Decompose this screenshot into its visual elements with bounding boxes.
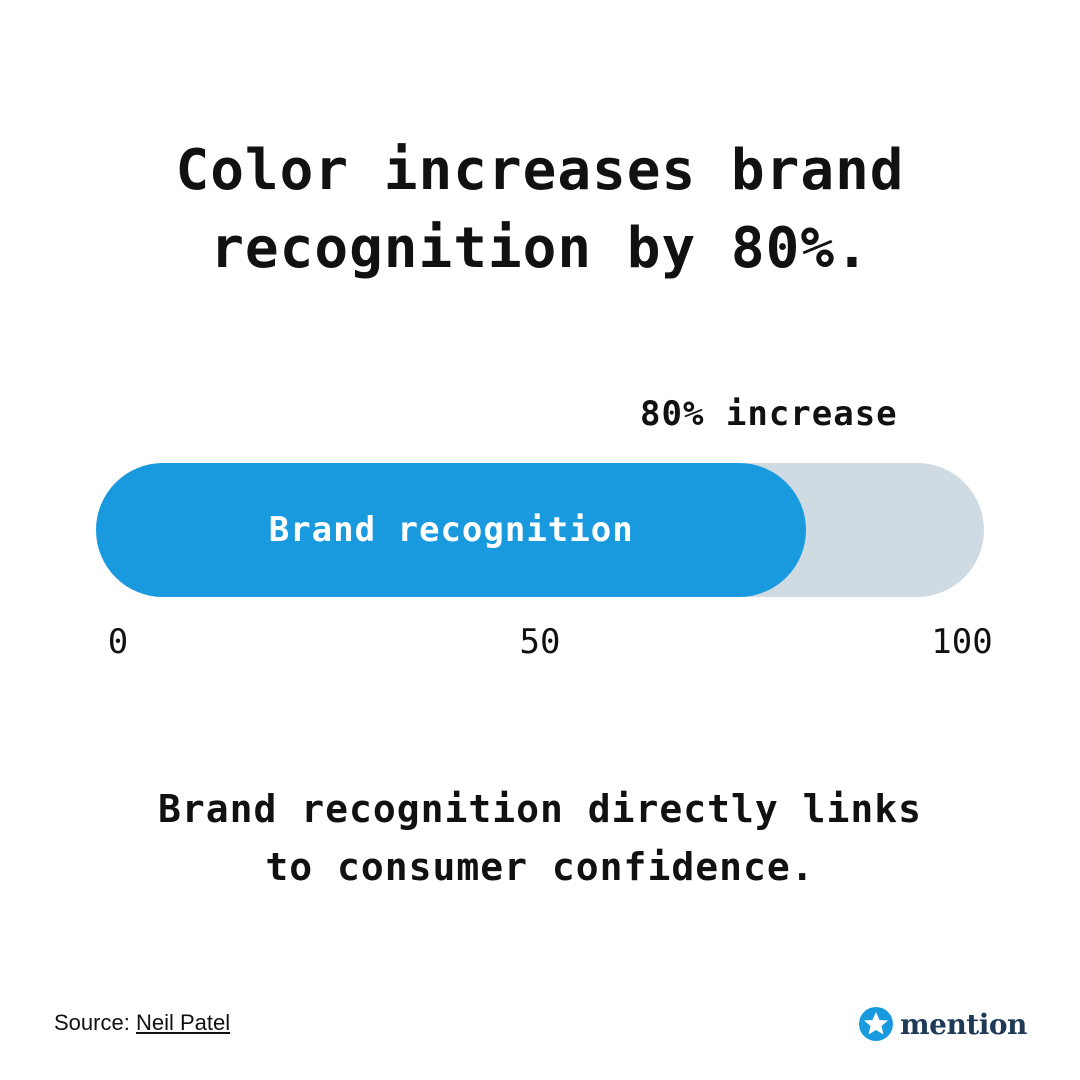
- bar-label: Brand recognition: [268, 510, 634, 550]
- subheadline: Brand recognition directly links to cons…: [0, 780, 1080, 896]
- progress-fill-brand-recognition: [96, 463, 807, 597]
- progress-track: Brand recognition: [96, 463, 984, 597]
- source-label: Source:: [54, 1010, 130, 1035]
- headline-line-2: recognition by 80%.: [210, 216, 870, 281]
- star-badge-icon: [859, 1007, 893, 1041]
- headline-line-1: Color increases brand: [175, 138, 905, 203]
- source-link[interactable]: Neil Patel: [135, 1010, 231, 1035]
- brand-name: mention: [900, 1007, 1027, 1041]
- subheadline-line-1: Brand recognition directly links: [157, 787, 923, 831]
- subheadline-line-2: to consumer confidence.: [265, 845, 815, 889]
- bar-annotation: 80% increase: [640, 394, 898, 434]
- brand-logo: mention: [858, 1006, 1027, 1042]
- axis-tick-50: 50: [519, 622, 561, 662]
- source-credit: Source: Neil Patel: [54, 1010, 230, 1036]
- headline: Color increases brand recognition by 80%…: [0, 132, 1080, 288]
- axis-tick-100: 100: [931, 622, 993, 662]
- axis-tick-0: 0: [107, 622, 129, 662]
